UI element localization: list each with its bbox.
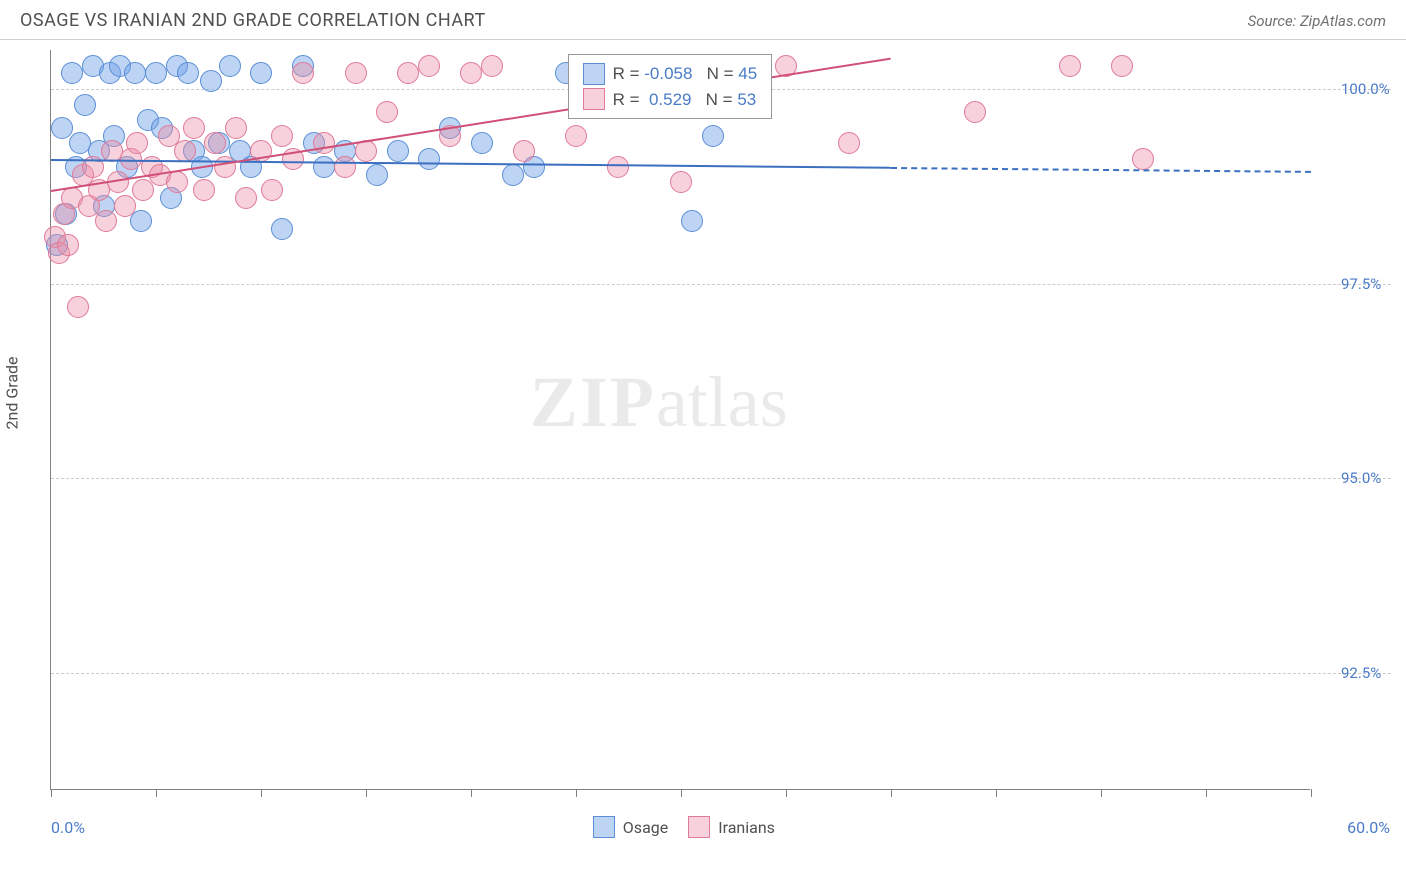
scatter-point (1059, 55, 1081, 77)
legend-stats: R = -0.058 N = 45 (613, 61, 758, 87)
legend-swatch-icon (688, 816, 710, 838)
scatter-point (166, 171, 188, 193)
x-tick (366, 789, 367, 797)
legend-row: R = -0.058 N = 45 (583, 61, 758, 87)
scatter-point (51, 117, 73, 139)
scatter-point (366, 164, 388, 186)
scatter-point (130, 210, 152, 232)
correlation-legend: R = -0.058 N = 45R = 0.529 N = 53 (568, 54, 773, 119)
x-tick (996, 789, 997, 797)
y-tick-label: 95.0% (1341, 469, 1381, 487)
scatter-point (607, 156, 629, 178)
scatter-point (177, 62, 199, 84)
legend-label: Osage (623, 818, 668, 837)
scatter-point (124, 62, 146, 84)
legend-swatch-icon (583, 88, 605, 110)
scatter-point (271, 218, 293, 240)
gridline (51, 284, 1391, 285)
gridline (51, 673, 1391, 674)
scatter-point (345, 62, 367, 84)
scatter-point (565, 125, 587, 147)
scatter-point (193, 179, 215, 201)
scatter-point (387, 140, 409, 162)
chart-container: 92.5%95.0%97.5%100.0%0.0%60.0%ZIPatlasR … (50, 50, 1390, 810)
scatter-point (250, 62, 272, 84)
trend-line-dashed (891, 167, 1311, 173)
legend-swatch-icon (583, 63, 605, 85)
scatter-point (214, 156, 236, 178)
scatter-point (838, 132, 860, 154)
plot-area: 92.5%95.0%97.5%100.0%0.0%60.0%ZIPatlasR … (50, 50, 1310, 790)
legend-item: Osage (593, 816, 668, 838)
scatter-point (235, 187, 257, 209)
scatter-point (481, 55, 503, 77)
x-tick (261, 789, 262, 797)
scatter-point (670, 171, 692, 193)
x-label-min: 0.0% (51, 818, 85, 837)
scatter-point (95, 210, 117, 232)
scatter-point (145, 62, 167, 84)
scatter-point (334, 156, 356, 178)
scatter-point (261, 179, 283, 201)
scatter-point (61, 62, 83, 84)
scatter-point (225, 117, 247, 139)
scatter-point (126, 132, 148, 154)
scatter-point (174, 140, 196, 162)
watermark: ZIPatlas (530, 361, 788, 444)
x-tick (576, 789, 577, 797)
scatter-point (471, 132, 493, 154)
scatter-point (114, 195, 136, 217)
trend-line (51, 159, 891, 169)
scatter-point (418, 55, 440, 77)
scatter-point (292, 62, 314, 84)
scatter-point (502, 164, 524, 186)
scatter-point (1111, 55, 1133, 77)
x-tick (471, 789, 472, 797)
scatter-point (418, 148, 440, 170)
scatter-point (204, 132, 226, 154)
x-tick (156, 789, 157, 797)
y-tick-label: 100.0% (1341, 80, 1390, 98)
scatter-point (313, 156, 335, 178)
y-tick-label: 92.5% (1341, 664, 1381, 682)
x-tick (681, 789, 682, 797)
x-tick (786, 789, 787, 797)
scatter-point (67, 296, 89, 318)
legend-item: Iranians (688, 816, 775, 838)
scatter-point (57, 234, 79, 256)
scatter-point (74, 94, 96, 116)
x-label-max: 60.0% (1347, 818, 1390, 837)
chart-source: Source: ZipAtlas.com (1248, 12, 1386, 30)
x-tick (1311, 789, 1312, 797)
scatter-point (200, 70, 222, 92)
scatter-point (702, 125, 724, 147)
legend-row: R = 0.529 N = 53 (583, 87, 758, 113)
chart-header: OSAGE VS IRANIAN 2ND GRADE CORRELATION C… (0, 0, 1406, 40)
x-tick (1206, 789, 1207, 797)
legend-swatch-icon (593, 816, 615, 838)
scatter-point (513, 140, 535, 162)
scatter-point (132, 179, 154, 201)
scatter-point (460, 62, 482, 84)
scatter-point (681, 210, 703, 232)
legend-stats: R = 0.529 N = 53 (613, 87, 757, 113)
legend-label: Iranians (718, 818, 775, 837)
y-tick-label: 97.5% (1341, 275, 1381, 293)
scatter-point (271, 125, 293, 147)
scatter-point (964, 101, 986, 123)
x-tick (891, 789, 892, 797)
y-axis-title: 2nd Grade (3, 356, 22, 429)
scatter-point (313, 132, 335, 154)
scatter-point (376, 101, 398, 123)
scatter-point (1132, 148, 1154, 170)
x-tick (1101, 789, 1102, 797)
scatter-point (219, 55, 241, 77)
chart-title: OSAGE VS IRANIAN 2ND GRADE CORRELATION C… (20, 10, 486, 31)
gridline (51, 478, 1391, 479)
scatter-point (183, 117, 205, 139)
x-tick (51, 789, 52, 797)
scatter-point (397, 62, 419, 84)
series-legend: Osage Iranians (593, 816, 775, 838)
